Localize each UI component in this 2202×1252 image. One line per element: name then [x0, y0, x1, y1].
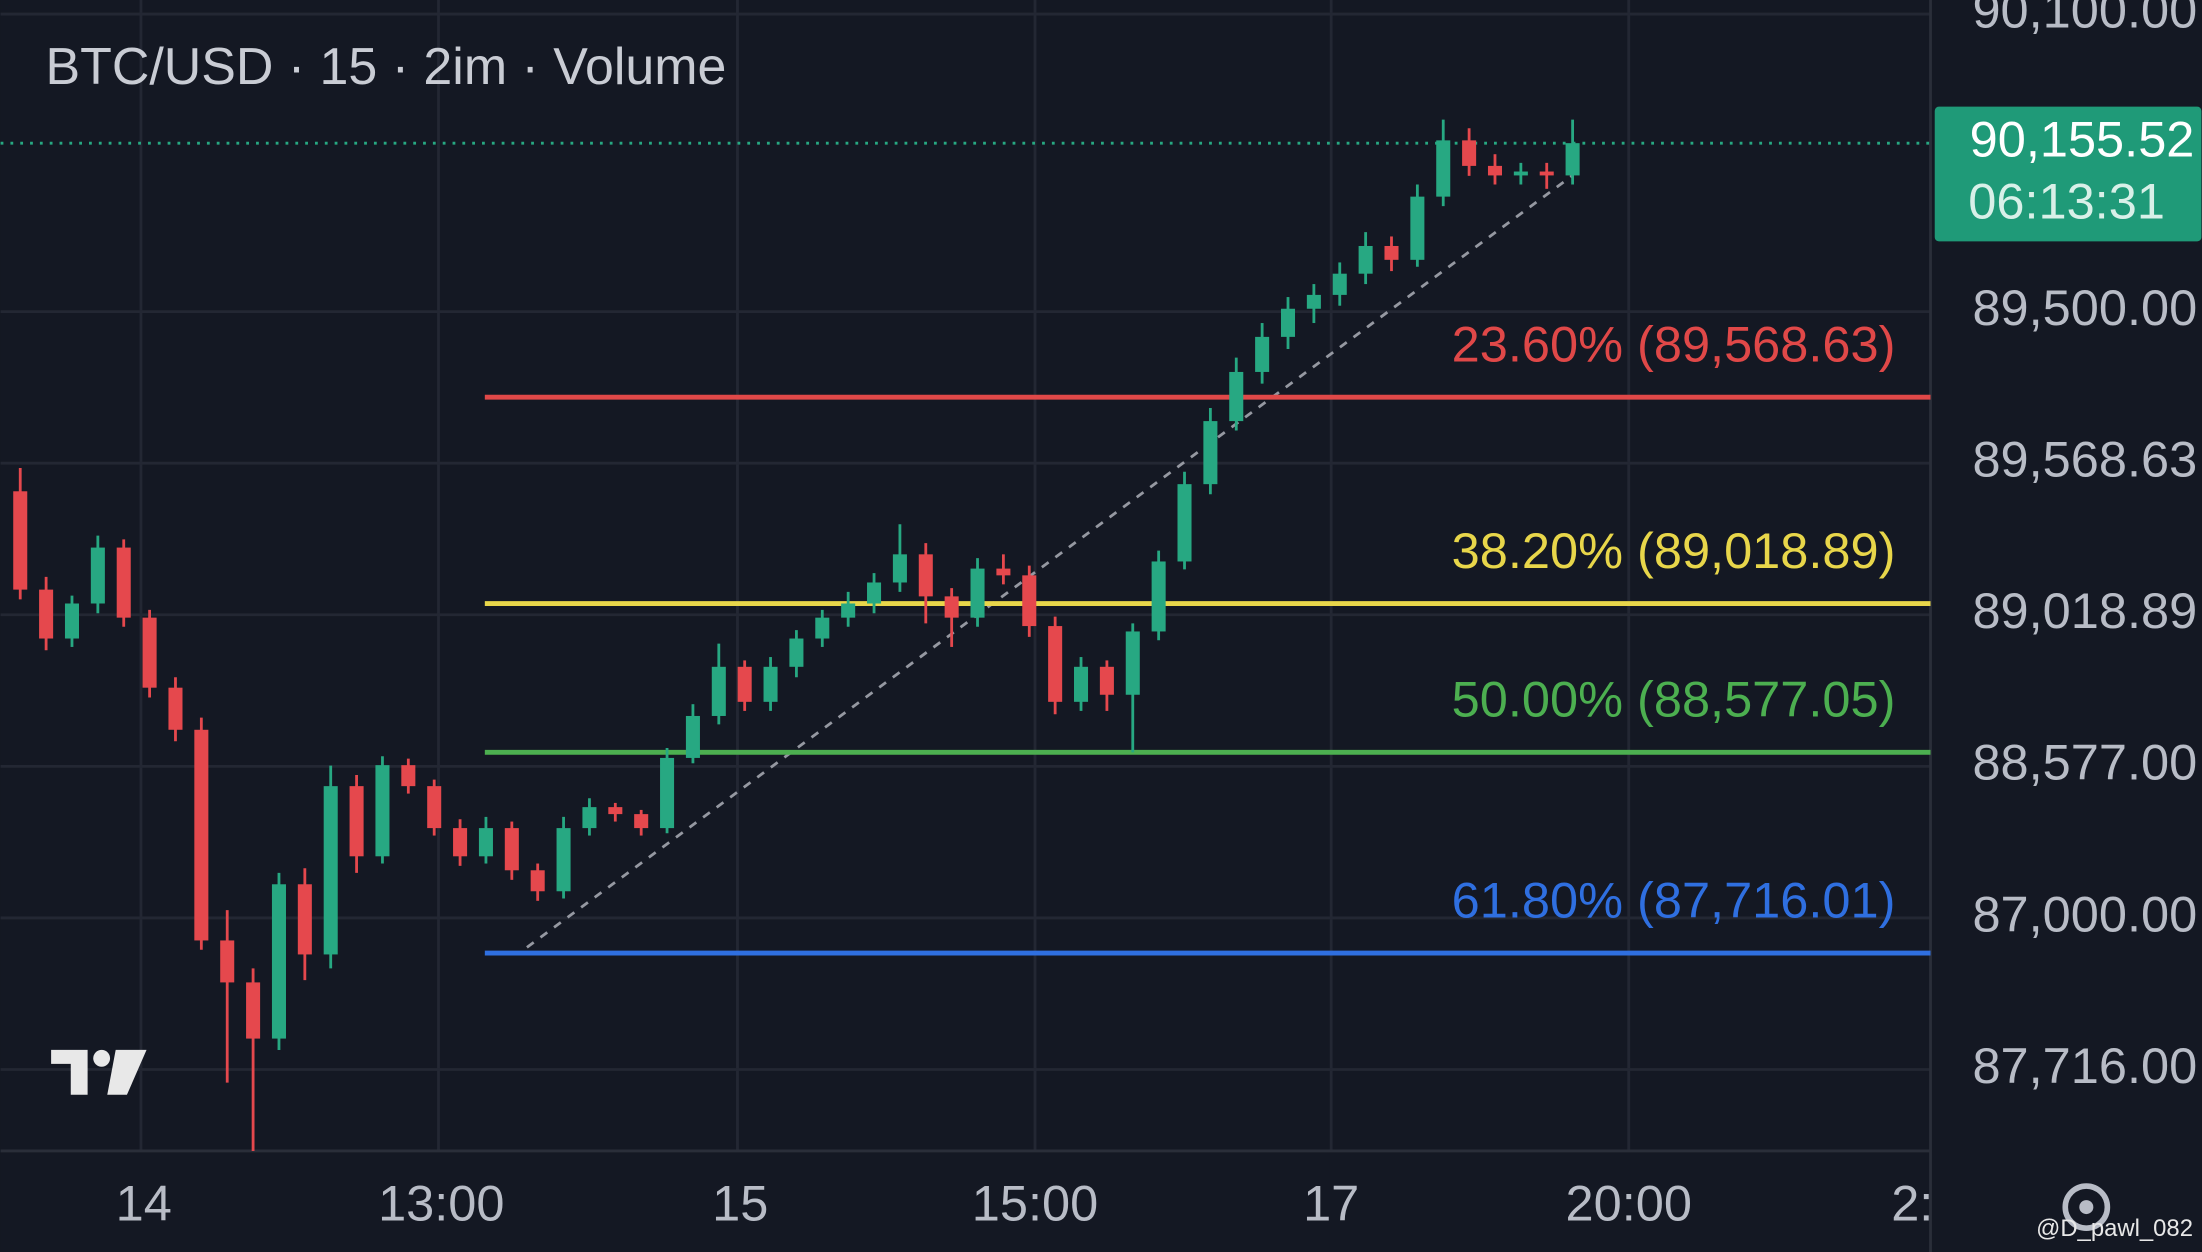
- candle-body: [271, 884, 286, 1039]
- price-axis-label: 90,100.00: [1972, 0, 2197, 38]
- candle-body: [246, 982, 261, 1039]
- candle-body: [582, 807, 597, 829]
- candle-body: [660, 757, 675, 829]
- candle-body: [530, 870, 545, 892]
- settings-icon[interactable]: [2062, 1183, 2111, 1231]
- chart-title: BTC/USD · 15 · 2im · Volume: [46, 38, 727, 96]
- candle-body: [944, 596, 959, 618]
- candle-body: [1125, 631, 1140, 695]
- candle-body: [349, 786, 364, 857]
- candle-body: [220, 940, 235, 983]
- candle-body: [1306, 294, 1321, 309]
- watermark: @D_pawl_082: [2036, 1215, 2193, 1242]
- candle-body: [1539, 171, 1554, 176]
- candle-body: [297, 884, 312, 955]
- last-price-tag: [1934, 106, 2202, 242]
- candle-body: [1565, 143, 1580, 176]
- candle-body: [1203, 421, 1218, 485]
- fib-level-label: 38.20% (89,018.89): [1452, 522, 1896, 579]
- price-axis-label: 88,577.00: [1972, 734, 2197, 791]
- candle-body: [556, 828, 571, 892]
- candle-body: [401, 765, 416, 787]
- candle-body: [996, 568, 1011, 576]
- candle-body: [1410, 196, 1425, 260]
- candle-body: [194, 729, 209, 941]
- candle-body: [1280, 308, 1296, 337]
- candle-body: [427, 786, 442, 829]
- candle-body: [142, 617, 157, 688]
- time-axis-label: 15:00: [972, 1174, 1098, 1231]
- candle-body: [1487, 165, 1503, 176]
- candle-body: [711, 666, 726, 716]
- candle-body: [453, 828, 468, 857]
- fib-level-label: 61.80% (87,716.01): [1452, 871, 1896, 928]
- candle-body: [634, 814, 649, 829]
- candle-body: [116, 547, 131, 618]
- candle-body: [39, 589, 54, 639]
- candle-body: [64, 603, 80, 639]
- candle-body: [323, 786, 338, 955]
- candle-body: [1099, 666, 1114, 695]
- price-axis-label: 89,018.89: [1972, 582, 2197, 639]
- candle-body: [1332, 273, 1347, 295]
- candle-body: [1255, 336, 1270, 372]
- candle-body: [970, 568, 985, 618]
- tradingview-logo: [51, 1049, 147, 1095]
- candle-body: [1074, 666, 1089, 702]
- candle-body: [1151, 561, 1166, 632]
- candle-body: [763, 666, 778, 702]
- candle-body: [13, 491, 28, 590]
- candle-body: [478, 828, 493, 857]
- grid: [0, 0, 1931, 1151]
- candle-body: [1462, 140, 1477, 166]
- candle-body: [867, 582, 882, 604]
- fib-trend-line: [526, 174, 1574, 949]
- candle-body: [1384, 245, 1399, 260]
- price-axis-label: 87,000.00: [1972, 885, 2197, 942]
- candle-body: [375, 765, 390, 857]
- candle-body: [1022, 575, 1037, 627]
- price-axis-label: 89,568.63: [1972, 431, 2197, 488]
- candle-body: [841, 603, 856, 618]
- candle-body: [892, 554, 907, 583]
- time-axis-label: 15: [712, 1174, 768, 1231]
- time-axis-label: 14: [116, 1174, 172, 1231]
- countdown-label: 06:13:31: [1968, 172, 2165, 229]
- time-axis-label: 13:00: [378, 1174, 504, 1231]
- candle-body: [815, 617, 830, 639]
- price-axis-label: 89,500.00: [1972, 279, 2197, 336]
- time-axis-label: 20:00: [1566, 1174, 1692, 1231]
- candle-body: [1513, 171, 1528, 176]
- last-price-label: 90,155.52: [1970, 111, 2195, 168]
- candle-body: [1229, 371, 1244, 422]
- time-axis-label: 2:: [1891, 1174, 1933, 1231]
- fib-level-label: 23.60% (89,568.63): [1452, 315, 1896, 372]
- candle-body: [737, 666, 752, 702]
- candle-body: [608, 807, 623, 815]
- fib-level-label: 50.00% (88,577.05): [1452, 671, 1896, 728]
- candle-body: [685, 715, 700, 758]
- candle-body: [1358, 245, 1373, 274]
- candle-body: [1177, 484, 1192, 562]
- candle-body: [789, 638, 804, 667]
- candle-body: [1436, 140, 1451, 197]
- candle-body: [1048, 626, 1063, 702]
- candle-body: [168, 687, 183, 730]
- price-axis-label: 87,716.00: [1972, 1037, 2197, 1094]
- time-axis-label: 17: [1303, 1174, 1359, 1231]
- candle-body: [918, 554, 933, 597]
- candle-body: [504, 828, 519, 871]
- candle-body: [90, 547, 105, 604]
